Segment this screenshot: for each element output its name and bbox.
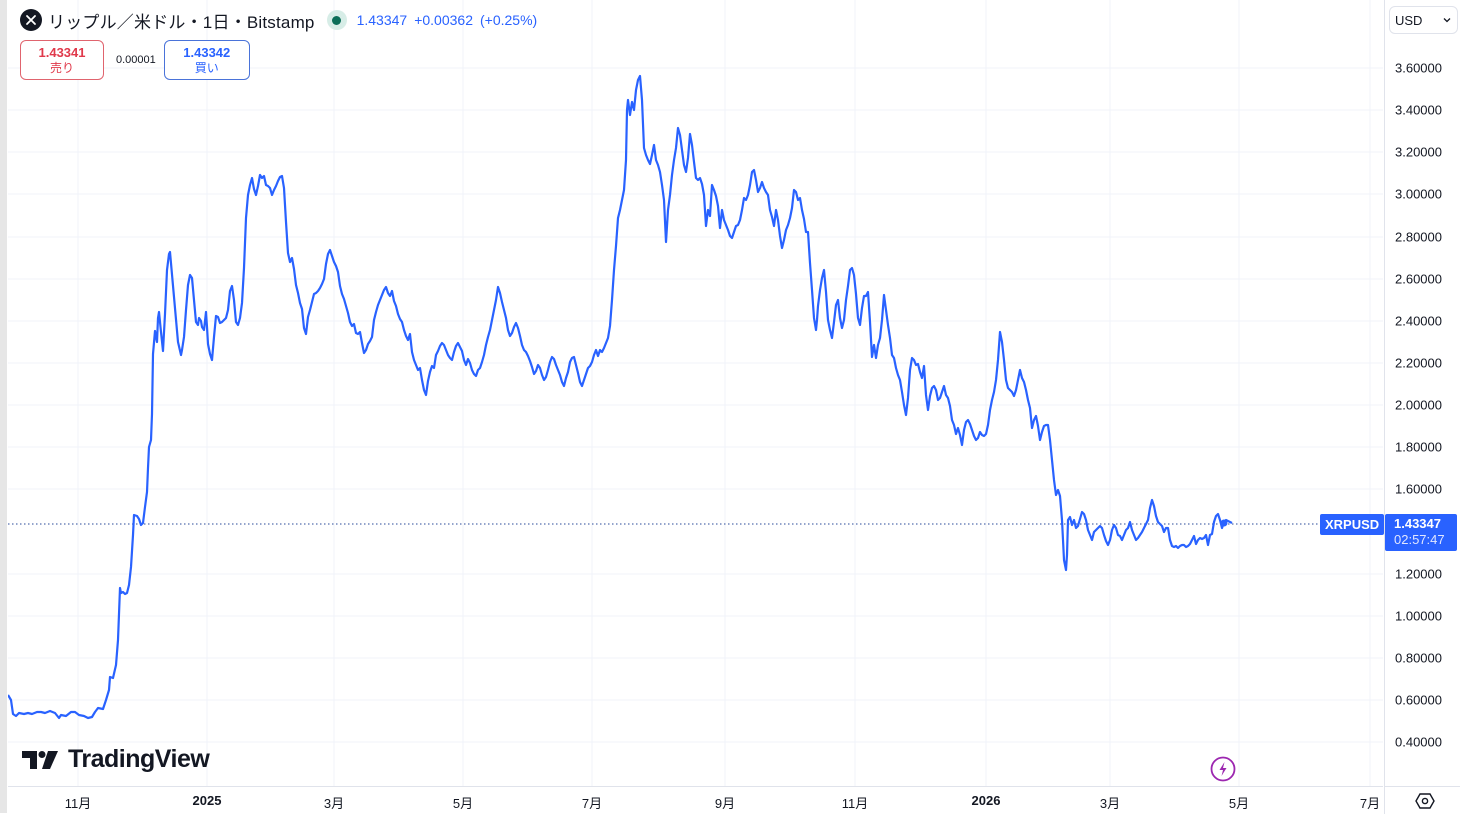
y-tick: 2.60000 — [1395, 271, 1442, 287]
x-tick: 11月 — [841, 796, 869, 811]
chart-legend: リップル／米ドル・1日・Bitstamp 1.43347 +0.00362 (+… — [20, 8, 544, 32]
x-tick: 11月 — [64, 796, 92, 811]
market-status-icon[interactable] — [326, 10, 347, 30]
trade-panel: 1.43341 売り 0.00001 1.43342 買い — [20, 40, 250, 80]
currency-select[interactable]: USD — [1389, 6, 1458, 34]
x-tick: 2025 — [192, 793, 222, 808]
buy-button[interactable]: 1.43342 買い — [163, 40, 250, 80]
y-tick: 3.60000 — [1395, 60, 1442, 76]
y-tick: 2.20000 — [1395, 355, 1442, 371]
y-tick: 2.00000 — [1395, 397, 1442, 413]
x-tick: 7月 — [581, 796, 603, 811]
axis-corner — [1384, 786, 1460, 814]
events-bolt-button[interactable] — [1210, 756, 1236, 782]
y-tick: 2.40000 — [1395, 313, 1442, 329]
y-tick: 0.40000 — [1395, 734, 1442, 750]
buy-label: 買い — [194, 60, 219, 75]
x-tick: 7月 — [1359, 796, 1381, 811]
y-tick: 3.40000 — [1395, 102, 1442, 118]
chevron-down-icon — [1443, 18, 1451, 23]
y-tick: 3.20000 — [1395, 144, 1442, 160]
chart-title[interactable]: リップル／米ドル・1日・Bitstamp — [48, 12, 315, 32]
spread-value: 0.00001 — [116, 54, 156, 66]
last-price-dot — [1220, 519, 1228, 527]
y-tick: 0.80000 — [1395, 650, 1442, 666]
x-tick: 3月 — [1099, 796, 1121, 811]
x-tick: 3月 — [323, 796, 345, 811]
y-tick: 0.60000 — [1395, 692, 1442, 708]
price-line — [8, 74, 1233, 720]
price-axis[interactable]: 3.60000 3.40000 3.20000 3.00000 2.80000 … — [1384, 0, 1460, 786]
y-tick: 3.00000 — [1395, 186, 1442, 202]
chart-plot-area[interactable] — [8, 0, 1383, 786]
buy-price: 1.43342 — [183, 44, 231, 60]
x-tick: 9月 — [714, 796, 736, 811]
symbol-price-label: XRPUSD — [1320, 514, 1385, 535]
lightning-icon — [1210, 756, 1236, 782]
bar-countdown: 02:57:47 — [1394, 532, 1445, 547]
price-tag-value: 1.43347 — [1394, 516, 1441, 531]
last-price-tag: 1.43347 02:57:47 — [1385, 514, 1457, 551]
left-edge-border — [0, 0, 7, 813]
price-chart-svg — [8, 0, 1383, 786]
time-axis[interactable]: 11月 2025 3月 5月 7月 9月 11月 2026 3月 5月 7月 — [8, 786, 1383, 814]
status-dot — [332, 15, 342, 25]
last-price: 1.43347 — [356, 12, 408, 28]
x-tick: 5月 — [1228, 796, 1250, 811]
y-tick: 1.20000 — [1395, 566, 1442, 582]
x-close-icon[interactable] — [20, 9, 42, 31]
y-tick: 2.80000 — [1395, 229, 1442, 245]
y-tick: 1.80000 — [1395, 439, 1442, 455]
price-change: +0.00362 — [414, 12, 473, 28]
sell-price: 1.43341 — [38, 44, 86, 60]
tradingview-logo[interactable]: TradingView — [22, 745, 210, 774]
currency-value: USD — [1395, 12, 1423, 28]
tradingview-logo-icon — [22, 750, 58, 769]
grid-lines — [8, 0, 1383, 786]
y-tick: 1.00000 — [1395, 608, 1442, 624]
x-tick: 2026 — [971, 793, 1001, 808]
x-tick: 5月 — [452, 796, 474, 811]
sell-button[interactable]: 1.43341 売り — [20, 40, 104, 80]
tradingview-logo-text: TradingView — [68, 745, 210, 773]
settings-hexagon-icon — [1415, 793, 1435, 809]
chart-settings-button[interactable] — [1414, 792, 1436, 815]
price-change-pct: (+0.25%) — [480, 12, 538, 28]
y-tick: 1.60000 — [1395, 481, 1442, 497]
sell-label: 売り — [49, 60, 74, 75]
